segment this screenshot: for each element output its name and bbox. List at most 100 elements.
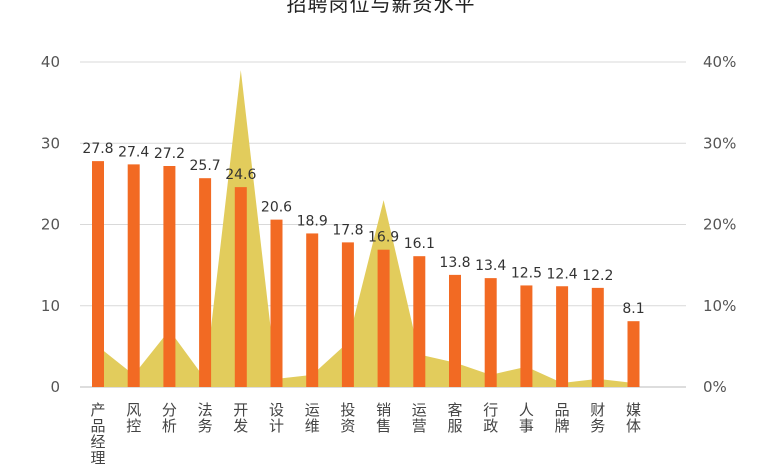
data-label: 8.1 <box>622 301 644 317</box>
category-label: 人事 <box>519 401 534 435</box>
data-label: 13.8 <box>439 255 470 271</box>
category-char: 开 <box>233 401 248 419</box>
category-label: 媒体 <box>626 401 641 435</box>
category-label: 法务 <box>198 401 213 435</box>
category-char: 牌 <box>555 417 570 435</box>
area-fill <box>98 70 634 387</box>
category-char: 品 <box>555 401 570 419</box>
left-tick-label: 30 <box>41 134 60 152</box>
data-label: 13.4 <box>475 258 506 274</box>
category-label: 投资 <box>340 401 355 435</box>
data-label: 27.4 <box>118 144 149 160</box>
category-char: 分 <box>162 401 177 419</box>
category-label: 设计 <box>269 401 284 435</box>
right-tick-label: 0% <box>703 378 727 396</box>
category-char: 理 <box>90 449 105 467</box>
data-label: 25.7 <box>190 158 221 174</box>
bar <box>591 287 604 387</box>
category-char: 设 <box>269 401 284 419</box>
data-label: 18.9 <box>297 213 328 229</box>
bar <box>413 256 426 387</box>
category-char: 析 <box>162 417 177 435</box>
category-char: 法 <box>198 401 213 419</box>
data-label: 27.8 <box>82 141 113 157</box>
category-char: 控 <box>126 417 141 435</box>
bar <box>377 249 390 387</box>
bar <box>449 274 461 387</box>
category-label: 运维 <box>305 401 320 435</box>
category-char: 营 <box>412 417 427 435</box>
category-char: 运 <box>412 401 427 419</box>
category-char: 维 <box>305 417 320 435</box>
category-char: 风 <box>126 401 141 419</box>
category-char: 发 <box>233 417 248 435</box>
right-tick-label: 40% <box>703 53 736 71</box>
bar <box>163 166 176 387</box>
data-label: 17.8 <box>332 222 363 238</box>
bar <box>341 242 354 387</box>
left-tick-label: 40 <box>41 53 60 71</box>
category-label: 财务 <box>590 401 605 435</box>
bar-series <box>92 161 640 387</box>
category-char: 运 <box>305 401 320 419</box>
data-label: 27.2 <box>154 146 185 162</box>
category-char: 体 <box>626 417 641 435</box>
left-tick-label: 10 <box>41 297 60 315</box>
data-label: 20.6 <box>261 200 292 216</box>
bar <box>270 219 283 387</box>
category-char: 行 <box>483 401 498 419</box>
bar <box>199 178 212 387</box>
category-char: 财 <box>590 401 605 419</box>
category-label: 客服 <box>447 401 462 435</box>
category-char: 投 <box>340 401 355 419</box>
category-label: 分析 <box>162 401 177 435</box>
data-label: 16.9 <box>368 230 399 246</box>
category-label: 品牌 <box>555 401 570 435</box>
category-char: 务 <box>198 417 213 435</box>
category-char: 政 <box>483 417 498 435</box>
right-tick-label: 10% <box>703 297 736 315</box>
left-tick-label: 20 <box>41 216 60 234</box>
bar <box>127 164 140 387</box>
category-char: 人 <box>519 401 534 419</box>
left-axis: 0 10 20 30 40 <box>41 53 60 396</box>
data-label: 24.6 <box>225 167 256 183</box>
category-char: 务 <box>590 417 605 435</box>
category-char: 计 <box>269 417 284 435</box>
data-label: 12.2 <box>582 268 613 284</box>
bar <box>556 286 569 387</box>
category-label: 风控 <box>126 401 141 435</box>
category-char: 资 <box>340 417 355 435</box>
category-char: 媒 <box>626 401 641 419</box>
left-tick-label: 0 <box>50 378 60 396</box>
category-label: 行政 <box>483 401 498 435</box>
category-char: 产 <box>90 401 105 419</box>
right-axis: 0% 10% 20% 30% 40% <box>703 53 736 396</box>
bar <box>484 278 497 387</box>
bar <box>92 161 104 387</box>
data-labels: 27.8 27.4 27.2 25.724.6 20.6 18.917.8 16.9 16.1… <box>82 141 644 317</box>
bar <box>520 285 533 387</box>
right-tick-label: 20% <box>703 216 736 234</box>
bar <box>306 233 319 387</box>
data-label: 12.5 <box>511 265 542 281</box>
category-char: 销 <box>376 401 391 419</box>
chart-title: 招聘岗位与薪资水平 <box>286 0 476 16</box>
category-label: 开发 <box>233 401 248 435</box>
data-label: 16.1 <box>404 236 435 252</box>
category-char: 经 <box>90 433 105 451</box>
category-label: 运营 <box>412 401 427 435</box>
category-char: 服 <box>447 417 462 435</box>
bar <box>234 187 247 387</box>
data-label: 12.4 <box>547 266 578 282</box>
category-char: 客 <box>447 401 462 419</box>
bar <box>627 321 640 387</box>
category-char: 事 <box>519 417 534 435</box>
area-series <box>98 70 634 387</box>
category-char: 售 <box>376 417 391 435</box>
category-label: 销售 <box>376 401 391 435</box>
category-char: 品 <box>90 417 105 435</box>
